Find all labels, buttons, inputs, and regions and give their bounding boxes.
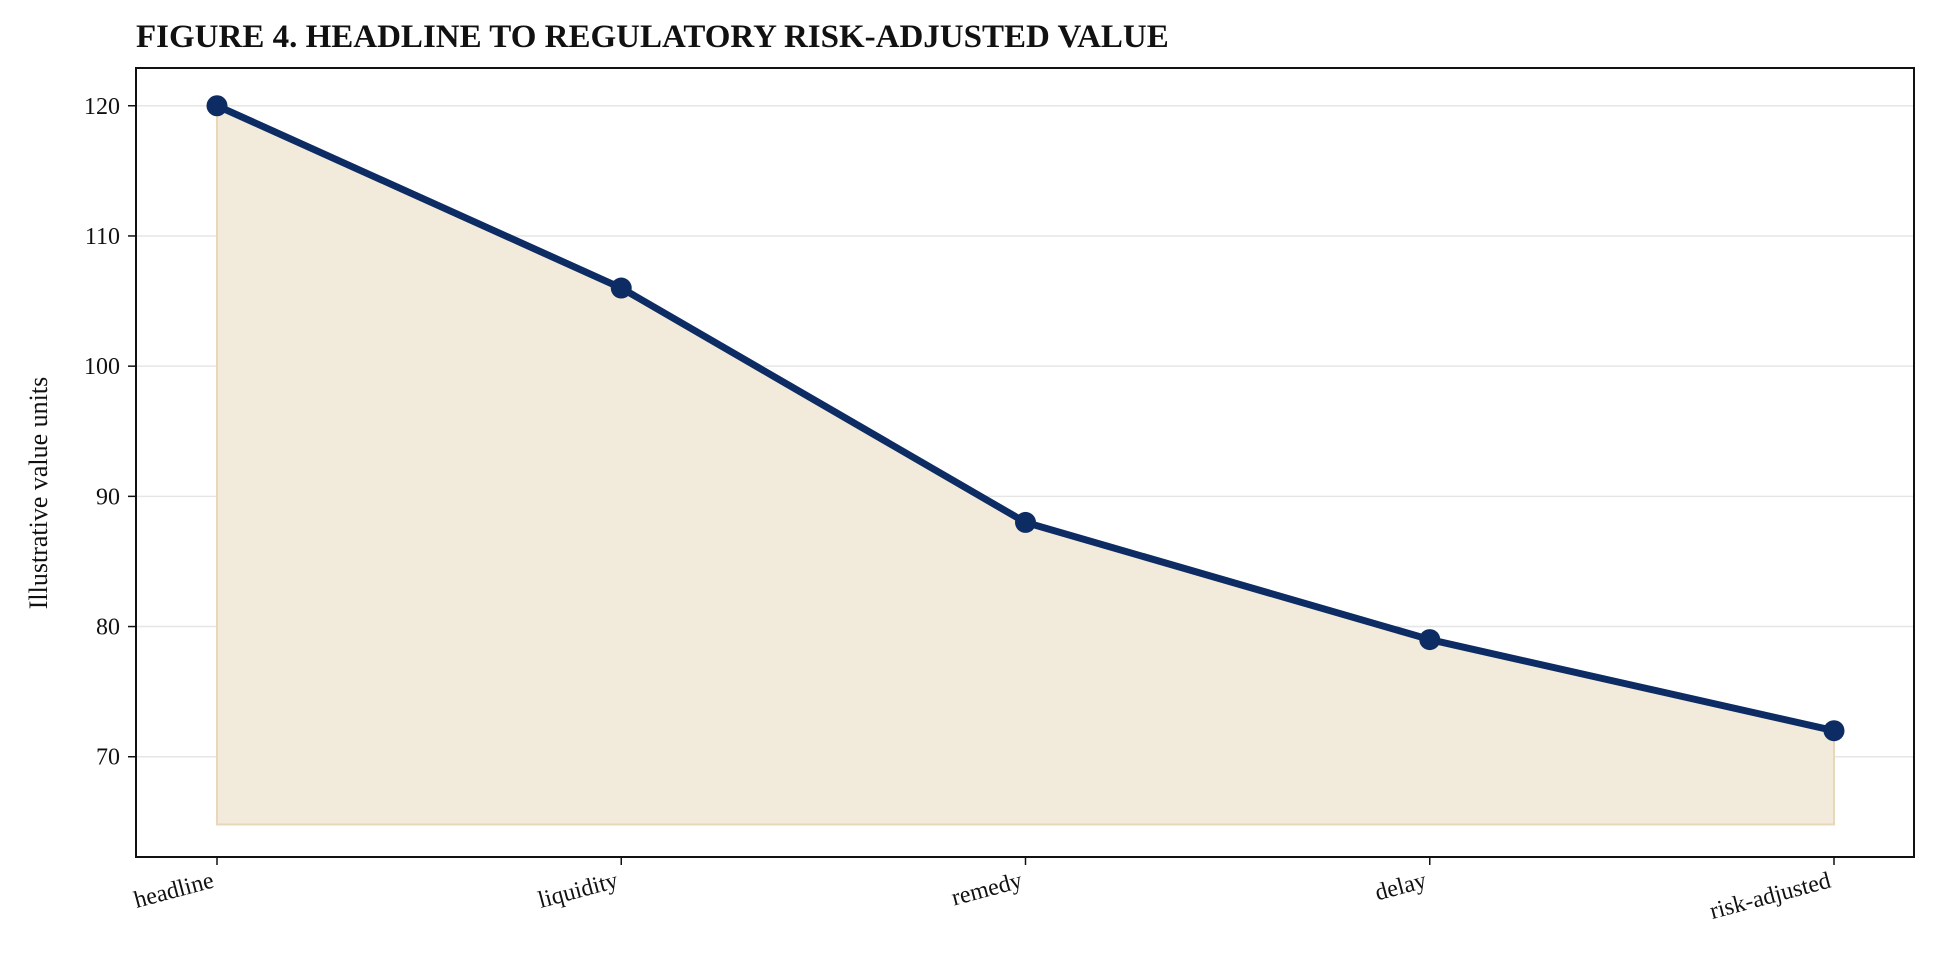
data-point (1419, 629, 1441, 651)
data-point (1015, 511, 1036, 533)
y-tick-label: 70 (96, 745, 120, 771)
y-tick-label: 120 (84, 94, 120, 120)
x-tick-label: headline (131, 868, 216, 914)
y-axis: 70 80 90 100 110 120 (84, 94, 136, 771)
series-line-group (206, 95, 1845, 742)
y-tick-label: 90 (96, 484, 120, 510)
y-tick-label: 100 (84, 354, 120, 380)
chart-title: FIGURE 4. HEADLINE TO REGULATORY RISK-AD… (136, 19, 1169, 55)
x-axis: headline liquidity remedy delay risk-adjuste… (131, 857, 1835, 925)
x-tick-label: delay (1372, 868, 1429, 907)
y-axis-label: Illustrative value units (24, 377, 53, 610)
data-point (1823, 720, 1845, 742)
x-tick-label: risk-adjusted (1707, 868, 1833, 925)
y-tick-label: 110 (85, 224, 120, 250)
data-point (206, 95, 228, 117)
x-tick-label: remedy (949, 868, 1025, 912)
y-tick-label: 80 (96, 615, 120, 641)
data-point (610, 277, 632, 299)
x-tick-label: liquidity (536, 868, 621, 914)
